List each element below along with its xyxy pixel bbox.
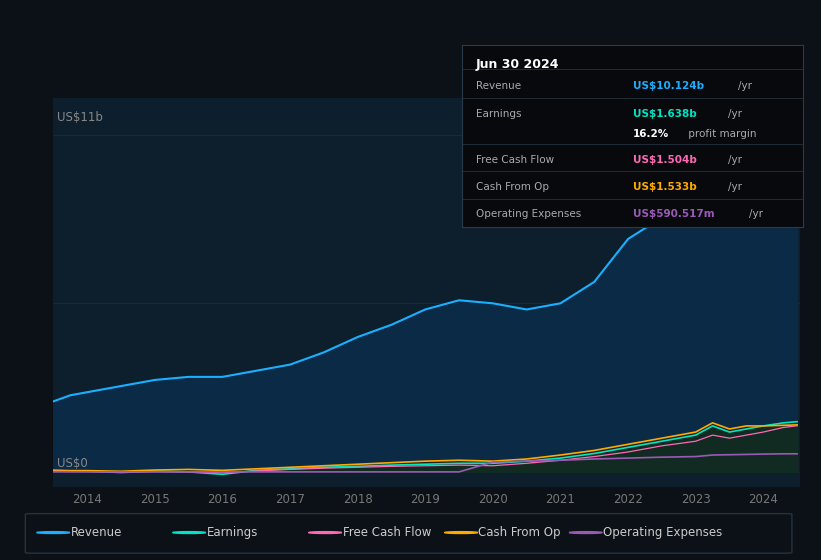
Text: Free Cash Flow: Free Cash Flow xyxy=(476,155,554,165)
Circle shape xyxy=(37,531,70,534)
Text: /yr: /yr xyxy=(727,155,741,165)
Text: US$1.638b: US$1.638b xyxy=(632,109,696,119)
Circle shape xyxy=(569,531,603,534)
Text: 16.2%: 16.2% xyxy=(632,129,669,139)
Text: Jun 30 2024: Jun 30 2024 xyxy=(476,58,559,71)
Text: US$1.504b: US$1.504b xyxy=(632,155,696,165)
Text: /yr: /yr xyxy=(749,209,763,218)
Text: US$0: US$0 xyxy=(57,458,88,470)
Text: US$11b: US$11b xyxy=(57,111,103,124)
Text: US$590.517m: US$590.517m xyxy=(632,209,714,218)
Text: Earnings: Earnings xyxy=(207,526,258,539)
Text: /yr: /yr xyxy=(738,81,752,91)
Text: Free Cash Flow: Free Cash Flow xyxy=(342,526,431,539)
Text: Revenue: Revenue xyxy=(71,526,122,539)
Text: Revenue: Revenue xyxy=(476,81,521,91)
Text: US$10.124b: US$10.124b xyxy=(632,81,704,91)
Text: Earnings: Earnings xyxy=(476,109,521,119)
Text: Operating Expenses: Operating Expenses xyxy=(476,209,581,218)
Text: profit margin: profit margin xyxy=(686,129,757,139)
Circle shape xyxy=(444,531,478,534)
Circle shape xyxy=(309,531,342,534)
Text: /yr: /yr xyxy=(727,109,741,119)
Text: US$1.533b: US$1.533b xyxy=(632,182,696,192)
Text: /yr: /yr xyxy=(727,182,741,192)
Text: Operating Expenses: Operating Expenses xyxy=(603,526,722,539)
Text: Cash From Op: Cash From Op xyxy=(479,526,561,539)
Text: Cash From Op: Cash From Op xyxy=(476,182,549,192)
Circle shape xyxy=(172,531,206,534)
